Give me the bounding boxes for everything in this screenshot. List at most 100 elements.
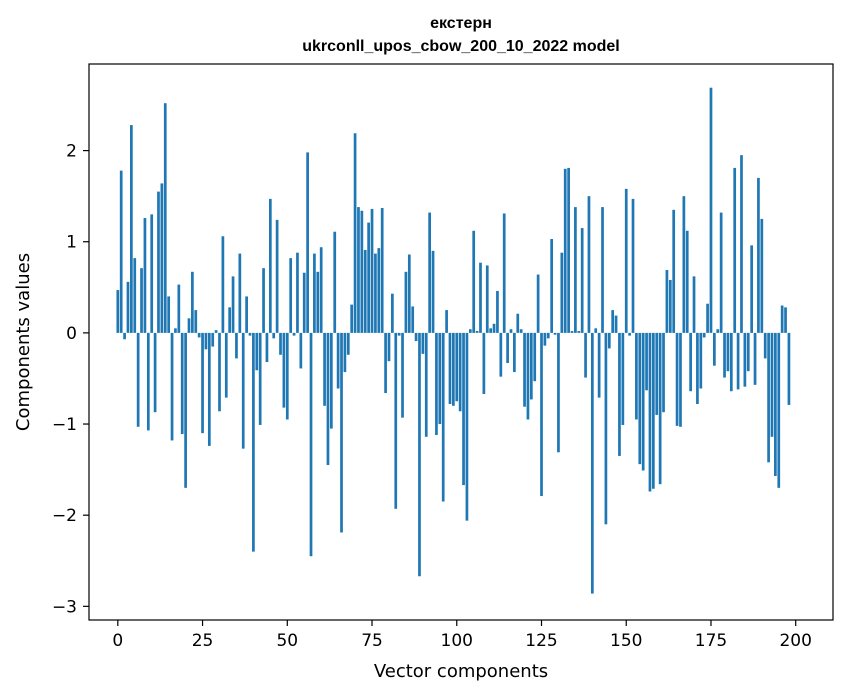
bar	[753, 332, 757, 385]
bar	[668, 280, 672, 333]
bar	[370, 208, 374, 333]
bar	[258, 332, 262, 425]
bar	[441, 332, 445, 502]
bar	[509, 329, 513, 333]
y-axis-ticks: −3 −2 −1 0 1 2	[52, 142, 89, 617]
bar	[496, 290, 499, 333]
bar	[726, 332, 730, 372]
bar	[580, 228, 584, 333]
bar	[777, 332, 781, 488]
bar	[682, 196, 686, 333]
bar	[584, 332, 587, 378]
bar	[648, 332, 652, 492]
x-tick-label: 100	[441, 631, 473, 651]
bar	[384, 332, 387, 394]
x-tick-label: 200	[779, 631, 811, 651]
bar	[306, 152, 309, 333]
bar	[218, 332, 221, 412]
bar	[502, 213, 506, 333]
bar	[363, 249, 367, 333]
bar	[167, 296, 171, 333]
bar	[221, 236, 225, 333]
bar	[241, 332, 245, 449]
bar	[692, 276, 696, 333]
bar	[757, 177, 760, 333]
bar	[231, 276, 235, 333]
bar	[699, 332, 703, 389]
bar	[665, 269, 669, 333]
bar	[519, 329, 523, 333]
bar	[645, 332, 648, 391]
x-tick-label: 150	[610, 631, 642, 651]
bar	[187, 318, 191, 333]
bar	[740, 155, 743, 333]
bar	[391, 293, 394, 333]
bar	[658, 332, 662, 485]
bar	[126, 281, 130, 333]
bar	[245, 296, 248, 333]
bar	[736, 332, 740, 390]
bar	[750, 245, 754, 333]
bar	[143, 218, 147, 333]
bar	[302, 272, 306, 333]
bar	[207, 332, 211, 446]
bar	[394, 332, 398, 509]
bar	[468, 329, 472, 333]
bar	[191, 271, 194, 333]
bar	[594, 328, 598, 333]
bar	[204, 332, 208, 350]
bar	[604, 332, 608, 525]
bar	[553, 332, 557, 335]
bar	[346, 332, 350, 355]
bar	[279, 332, 282, 355]
bar	[672, 209, 676, 333]
bar	[201, 332, 204, 434]
bar	[326, 332, 330, 466]
y-tick-label: 2	[66, 142, 77, 162]
bar	[414, 332, 418, 342]
bar	[546, 332, 550, 339]
bar	[116, 290, 120, 333]
y-tick-label: 1	[66, 233, 77, 253]
bar	[299, 332, 303, 369]
bar	[574, 207, 577, 333]
y-tick-label: 0	[66, 324, 77, 344]
bar	[760, 218, 764, 333]
bar	[214, 330, 218, 333]
bar	[150, 214, 154, 333]
bar	[784, 307, 787, 333]
x-tick-label: 50	[276, 631, 298, 651]
bar	[743, 332, 747, 387]
bar	[655, 332, 659, 415]
bar	[160, 183, 164, 333]
bar	[723, 332, 726, 378]
bar	[533, 332, 537, 382]
bar	[702, 332, 706, 338]
bar	[146, 332, 150, 431]
bar	[662, 332, 665, 413]
bar	[462, 332, 465, 486]
bar	[679, 332, 682, 427]
bar	[282, 332, 286, 408]
bar	[716, 329, 720, 333]
bar	[421, 332, 425, 354]
x-tick-label: 125	[525, 631, 557, 651]
bar	[319, 247, 323, 333]
bar	[350, 304, 354, 333]
bar	[357, 207, 360, 333]
bar	[540, 332, 543, 497]
bar	[780, 305, 784, 333]
bar	[624, 188, 628, 333]
y-tick-label: −3	[52, 597, 77, 617]
bar	[567, 167, 570, 333]
bar	[767, 332, 770, 463]
bar	[262, 268, 265, 333]
bar	[157, 191, 160, 333]
bar	[601, 207, 604, 333]
bar	[411, 306, 415, 333]
bar	[550, 239, 554, 333]
bar	[689, 332, 692, 392]
bar	[184, 332, 187, 488]
bar	[611, 310, 615, 333]
